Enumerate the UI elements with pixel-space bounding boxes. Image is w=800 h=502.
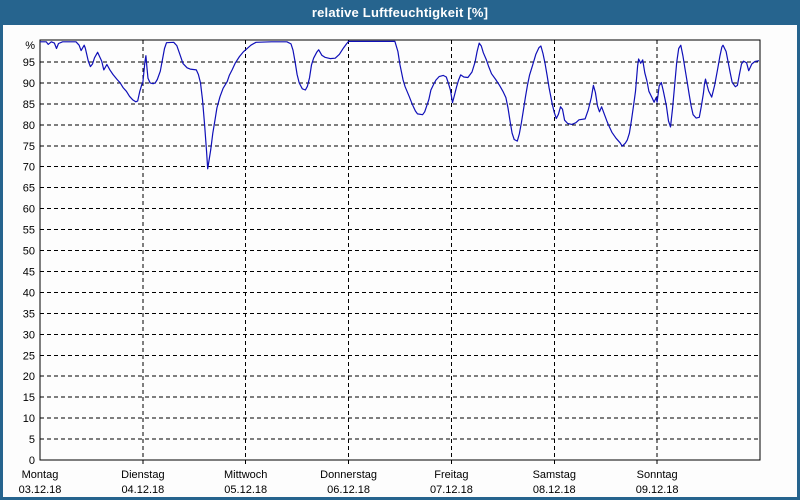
- x-date-label: 06.12.18: [327, 484, 370, 496]
- y-tick-label: 65: [23, 183, 35, 195]
- y-tick-label: 75: [23, 141, 35, 153]
- y-tick-label: 80: [23, 120, 35, 132]
- chart-area: 0 5 10 15 20 25 30 35 40 45 50 55 60 65 70 75 80 85 90 95% M…: [3, 25, 797, 497]
- x-date-label: 05.12.18: [224, 484, 267, 496]
- x-day-label: Mittwoch: [224, 469, 267, 481]
- y-tick-label: 20: [23, 371, 35, 383]
- window-titlebar: relative Luftfeuchtigkeit [%]: [3, 0, 797, 25]
- window-title: relative Luftfeuchtigkeit [%]: [311, 5, 489, 20]
- x-date-label: 04.12.18: [121, 484, 164, 496]
- y-axis-unit-label: %: [25, 40, 35, 52]
- y-tick-label: 30: [23, 329, 35, 341]
- x-date-label: 09.12.18: [636, 484, 679, 496]
- plot-border: [39, 39, 761, 461]
- x-date-label: 03.12.18: [19, 484, 62, 496]
- y-tick-label: 95: [23, 57, 35, 69]
- x-date-label: 08.12.18: [533, 484, 576, 496]
- x-day-label: Samstag: [533, 469, 576, 481]
- x-date-label: 07.12.18: [430, 484, 473, 496]
- x-day-label: Donnerstag: [320, 469, 377, 481]
- y-tick-label: 0: [29, 455, 35, 467]
- y-tick-label: 5: [29, 434, 35, 446]
- x-day-label: Dienstag: [121, 469, 164, 481]
- y-tick-label: 15: [23, 392, 35, 404]
- y-tick-label: 25: [23, 350, 35, 362]
- humidity-line: [40, 40, 760, 170]
- y-tick-label: 85: [23, 99, 35, 111]
- y-tick-label: 90: [23, 78, 35, 90]
- y-tick-label: 10: [23, 413, 35, 425]
- x-day-label: Montag: [22, 469, 59, 481]
- x-day-label: Sonntag: [637, 469, 678, 481]
- y-tick-label: 45: [23, 266, 35, 278]
- humidity-chart: 0 5 10 15 20 25 30 35 40 45 50 55 60 65 70 75 80 85 90 95% M…: [19, 39, 761, 496]
- y-tick-label: 55: [23, 225, 35, 237]
- y-tick-label: 50: [23, 246, 35, 258]
- y-tick-label: 70: [23, 162, 35, 174]
- y-tick-label: 40: [23, 287, 35, 299]
- x-day-label: Freitag: [434, 469, 468, 481]
- y-tick-label: 35: [23, 308, 35, 320]
- y-tick-label: 60: [23, 204, 35, 216]
